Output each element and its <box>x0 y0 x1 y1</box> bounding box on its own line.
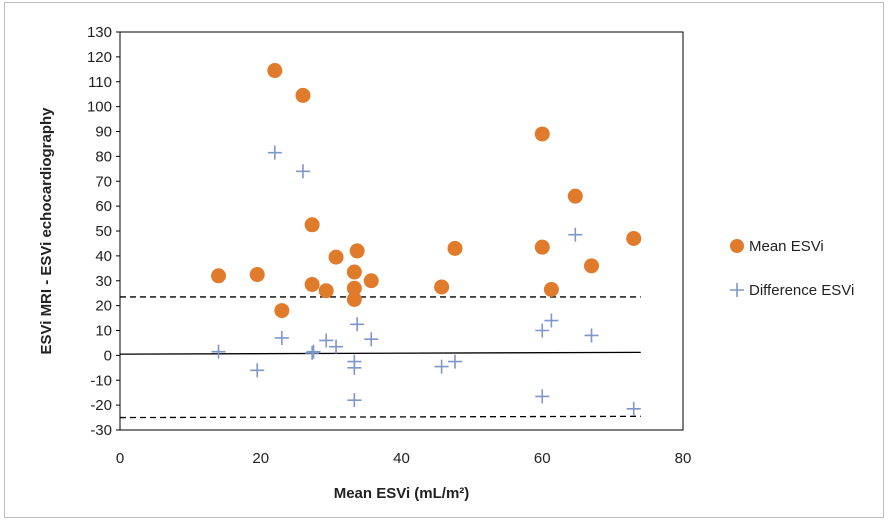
data-point-difference-esvi <box>535 323 550 338</box>
data-point-difference-esvi <box>434 359 449 374</box>
y-tick-label: 90 <box>95 124 112 141</box>
data-point-mean-esvi <box>274 303 290 319</box>
legend-marker-plus <box>730 283 744 297</box>
plot-area <box>119 31 684 431</box>
data-point-mean-esvi <box>534 239 550 255</box>
chart-frame <box>4 2 884 518</box>
legend-item-mean-esvi: Mean ESVi <box>730 238 824 255</box>
y-tick-label: 80 <box>95 148 112 165</box>
data-point-mean-esvi <box>567 188 583 204</box>
legend: Mean ESVi Difference ESVi <box>730 238 854 299</box>
x-tick-label: 0 <box>116 450 124 467</box>
y-tick-label: 20 <box>95 298 112 315</box>
data-point-difference-esvi <box>250 363 265 378</box>
data-point-difference-esvi <box>306 344 321 359</box>
data-point-mean-esvi <box>318 283 334 299</box>
y-tick-label: -30 <box>90 422 112 439</box>
data-point-mean-esvi <box>434 279 450 295</box>
data-point-difference-esvi <box>305 345 320 360</box>
data-point-difference-esvi <box>447 354 462 369</box>
data-point-mean-esvi <box>543 281 559 297</box>
y-tick-label: 100 <box>87 99 112 116</box>
data-point-difference-esvi <box>350 317 365 332</box>
data-point-mean-esvi <box>349 243 365 259</box>
data-point-difference-esvi <box>626 401 641 416</box>
data-point-mean-esvi <box>295 87 311 103</box>
y-tick-label: -20 <box>90 397 112 414</box>
data-point-mean-esvi <box>267 63 283 79</box>
legend-label-mean-esvi: Mean ESVi <box>749 238 824 255</box>
data-point-mean-esvi <box>328 249 344 265</box>
y-tick-label: 60 <box>95 198 112 215</box>
y-tick-label: -10 <box>90 372 112 389</box>
y-tick-label: 70 <box>95 173 112 190</box>
data-point-difference-esvi <box>295 164 310 179</box>
limit-of-agreement-line <box>119 415 641 419</box>
plot-border <box>119 31 684 431</box>
data-point-mean-esvi <box>346 264 362 280</box>
data-point-difference-esvi <box>584 328 599 343</box>
data-point-mean-esvi <box>211 268 227 284</box>
y-tick-label: 110 <box>88 74 112 91</box>
legend-label-difference-esvi: Difference ESVi <box>749 282 854 299</box>
data-point-difference-esvi <box>347 393 362 408</box>
y-tick-label: 0 <box>104 347 112 364</box>
legend-marker-circle <box>730 239 744 253</box>
y-axis-title: ESVi MRI - ESVi echocardiography <box>38 107 55 355</box>
y-tick-label: 50 <box>95 223 112 240</box>
data-point-difference-esvi <box>319 333 334 348</box>
data-point-difference-esvi <box>211 344 226 359</box>
data-point-mean-esvi <box>534 126 550 142</box>
data-point-difference-esvi <box>347 360 362 375</box>
legend-item-difference-esvi: Difference ESVi <box>730 282 854 299</box>
x-tick-label: 80 <box>675 450 692 467</box>
y-tick-label: 30 <box>95 273 112 290</box>
x-tick-label: 20 <box>252 450 269 467</box>
data-point-difference-esvi <box>544 313 559 328</box>
data-point-difference-esvi <box>535 389 550 404</box>
y-tick-label: 40 <box>95 248 112 265</box>
data-point-mean-esvi <box>249 267 265 283</box>
x-tick-label: 40 <box>393 450 410 467</box>
data-point-mean-esvi <box>304 276 320 292</box>
data-point-mean-esvi <box>447 240 463 256</box>
data-point-difference-esvi <box>364 332 379 347</box>
x-axis: 0 20 40 60 80 <box>116 450 692 467</box>
data-point-difference-esvi <box>274 330 289 345</box>
y-tick-label: 130 <box>87 24 112 41</box>
y-tick-label: 120 <box>87 49 112 66</box>
data-point-mean-esvi <box>304 217 320 233</box>
data-point-difference-esvi <box>329 339 344 354</box>
data-point-difference-esvi <box>267 145 282 160</box>
y-axis: -30 -20 -10 0 10 20 30 40 50 60 70 80 90 100 110 120 130 <box>87 24 120 439</box>
data-point-mean-esvi <box>626 230 642 246</box>
y-tick-label: 10 <box>95 323 112 340</box>
x-tick-label: 60 <box>534 450 551 467</box>
mean-difference-line <box>119 351 641 355</box>
data-point-mean-esvi <box>346 291 362 307</box>
data-point-difference-esvi <box>568 227 583 242</box>
data-point-mean-esvi <box>584 258 600 274</box>
data-point-mean-esvi <box>346 280 362 296</box>
x-axis-title: Mean ESVi (mL/m²) <box>334 485 470 502</box>
data-point-mean-esvi <box>363 273 379 289</box>
